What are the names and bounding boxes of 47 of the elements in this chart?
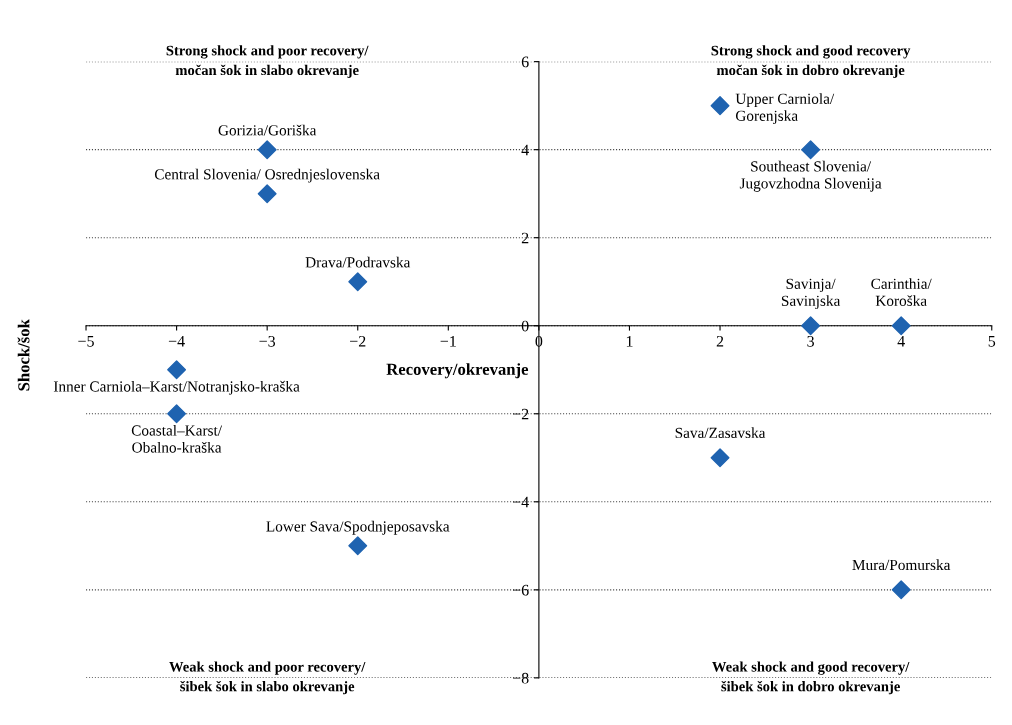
annotation: Inner Carniola–Karst/Notranjsko-kraška	[53, 380, 300, 395]
x-tick-label: −1	[440, 335, 456, 347]
x-tick-label: 4	[897, 336, 905, 347]
point	[348, 272, 368, 292]
y-tick-label: 4	[521, 144, 529, 156]
y-tick-label: −6	[512, 584, 529, 596]
y-axis-title: Shock/šok	[17, 319, 30, 391]
annotation: Strong shock and poor recovery/ močan šok in slabo okrevanje	[166, 45, 369, 79]
x-tick-label: −2	[350, 335, 366, 347]
point	[891, 580, 911, 600]
point	[167, 404, 187, 424]
annotation: Weak shock and good recovery/ šibek šok in dobro okrevanje	[712, 661, 910, 695]
x-tick-label: 3	[807, 335, 814, 347]
x-axis-title: Recovery/okrevanje	[386, 363, 529, 379]
point	[710, 448, 730, 468]
annotation: Lower Sava/Spodnjeposavska	[266, 520, 450, 535]
annotation: Savinja/ Savinjska	[781, 278, 841, 310]
annotation: Upper Carniola/ Gorenjska	[735, 93, 835, 125]
point	[257, 184, 277, 204]
annotation: Southeast Slovenia/ Jugovzhodna Slovenija	[739, 160, 882, 192]
annotation: Mura/Pomurska	[852, 559, 951, 571]
annotation: Coastal–Karst/ Obalno-kraška	[131, 424, 222, 453]
annotation: Carinthia/ Koroška	[871, 278, 932, 306]
x-tick-label: 2	[716, 335, 724, 347]
annotation: Drava/Podravska	[305, 256, 411, 268]
x-tick-label: −4	[168, 336, 185, 347]
point	[801, 140, 821, 160]
point	[801, 316, 821, 336]
annotation: Gorizia/Goriška	[218, 124, 317, 136]
x-tick-label: 5	[988, 336, 996, 347]
y-tick-label: −8	[512, 672, 529, 684]
y-tick-label: −2	[512, 408, 529, 420]
y-tick-label: −4	[512, 496, 529, 508]
annotation: Weak shock and poor recovery/ šibek šok in slabo okrevanje	[169, 661, 366, 695]
y-tick-label: 2	[521, 232, 529, 244]
annotation: Strong shock and good recovery močan šok in dobro okrevanje	[711, 45, 911, 79]
x-tick-label: 1	[626, 335, 633, 347]
annotation: Central Slovenia/ Osrednjeslovenska	[154, 168, 380, 183]
x-tick-label: −5	[78, 336, 94, 347]
point	[257, 140, 277, 160]
x-tick-label: −3	[259, 335, 276, 347]
point	[348, 536, 368, 556]
point	[710, 96, 730, 116]
point	[167, 360, 187, 380]
y-tick-label: 6	[521, 56, 529, 68]
point	[891, 316, 911, 336]
annotation: Sava/Zasavska	[675, 427, 766, 439]
